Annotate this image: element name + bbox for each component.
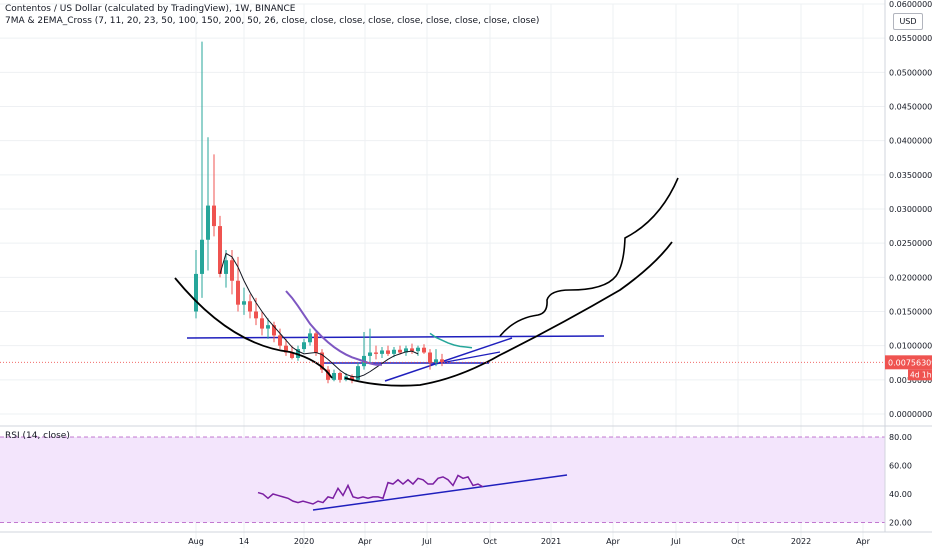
candle-body [278,335,282,346]
candles [194,41,444,384]
candle-body [386,350,390,354]
candle-body [338,373,342,380]
candle-body [242,301,246,305]
candle-body [302,342,306,350]
rsi-tick-label: 40.00 [889,490,912,499]
x-tick-label: Jul [421,537,432,546]
candle-body [428,352,432,363]
x-tick-label: 2022 [791,537,811,546]
current-price-label: 0.00756309 [888,358,932,367]
rsi-legend: RSI (14, close) [5,431,70,441]
candle-body [284,345,288,353]
candle-body [392,349,396,354]
candle-body [206,205,210,240]
candle-body [374,352,378,354]
hand-drawings [174,177,679,387]
countdown-bg [908,369,932,381]
rsi-line [257,474,484,505]
candle-body [422,347,426,353]
candle-body [290,352,294,358]
candle-body [356,366,360,380]
candle-body [380,350,384,354]
candle-body [410,348,414,352]
rsi-tick-label: 80.00 [889,433,912,442]
candle-body [224,260,228,274]
x-tick-label: Oct [483,537,497,546]
ma-black-line [219,252,419,378]
x-tick-label: 14 [239,537,249,546]
candle-body [404,348,408,353]
indicator-legend: 7MA & 2EMA_Cross (7, 11, 20, 23, 50, 100… [5,16,540,26]
rsi-tick-label: 60.00 [889,462,912,471]
sketch-left-curve [174,277,333,379]
candle-body [230,260,234,281]
candle-body [236,280,240,305]
ma-teal-line [429,332,473,349]
y-tick-label: 0.00000000 [889,410,932,419]
sketch-projection [499,177,679,337]
candle-body [332,373,336,380]
candle-body [200,239,204,274]
candle-body [266,325,270,329]
x-tick-label: 2021 [541,537,561,546]
x-tick-label: Aug [188,537,204,546]
ma-purple-line [285,290,382,366]
candle-body [194,273,198,312]
candle-body [272,325,276,336]
candle-body [254,311,258,319]
candle-body [308,333,312,343]
price-label-bg [885,355,932,370]
rsi-band [0,437,885,523]
x-tick-label: Apr [856,537,871,546]
candle-body [434,359,438,363]
candle-body [314,333,318,353]
candle-body [326,369,330,380]
trendline-rising [384,337,513,382]
x-tick-label: Apr [358,537,373,546]
candle-body [416,347,420,352]
currency-badge[interactable]: USD [893,13,923,30]
candle-body [218,226,222,274]
rsi-tick-label: 20.00 [889,519,912,528]
trend-lines [186,335,605,511]
chart-title: Contentos / US Dollar (calculated by Tra… [5,4,296,14]
x-tick-label: 2020 [294,537,314,546]
x-tick-label: Oct [731,537,745,546]
sketch-cup-curve [344,241,673,387]
candle-body [248,301,252,312]
x-tick-label: Jul [670,537,681,546]
candle-body [320,352,324,370]
x-tick-label: Apr [606,537,621,546]
candle-body [212,205,216,227]
candle-body [350,376,354,380]
countdown-label: 4d 1h [910,370,932,379]
candle-body [398,349,402,353]
rsi-trendline [312,474,568,511]
candle-body [440,359,444,363]
candle-body [368,352,372,356]
rsi-line-group [0,436,885,523]
trendline-horizontal [186,335,605,339]
candle-body [260,318,264,329]
